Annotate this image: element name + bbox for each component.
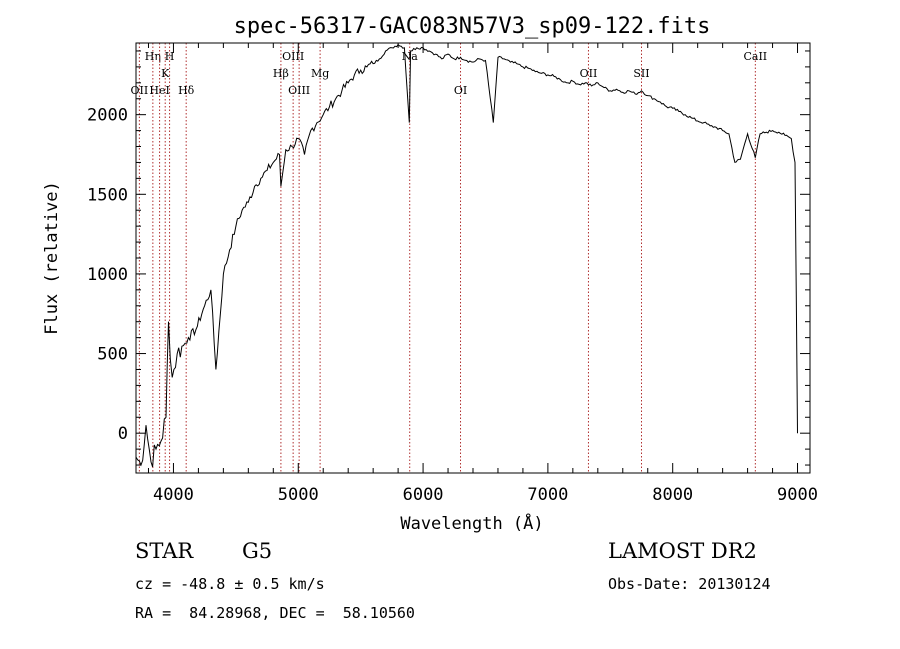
x-tick-label: 7000 — [527, 485, 568, 505]
object-class: STAR — [135, 539, 194, 563]
sky-coordinates: RA = 84.28968, DEC = 58.10560 — [135, 604, 415, 622]
y-tick-label: 1500 — [87, 185, 128, 205]
spectrum-series-line — [135, 43, 798, 468]
spectral-line-label: OIII — [282, 50, 304, 63]
x-tick-label: 9000 — [777, 485, 818, 505]
spectral-line-label: CaII — [743, 50, 767, 63]
spectral-line-label: OII — [580, 67, 598, 80]
object-subclass: G5 — [242, 539, 273, 563]
y-axis-label: Flux (relative) — [42, 181, 62, 335]
spectral-line-label: OII — [131, 84, 149, 97]
x-axis-label: Wavelength (Å) — [400, 512, 543, 534]
y-tick-label: 2000 — [87, 106, 128, 126]
x-tick-label: 6000 — [403, 485, 444, 505]
x-tick-label: 4000 — [153, 485, 194, 505]
spectral-line-label: HeI — [149, 84, 169, 97]
spectral-line-label: Na — [402, 50, 419, 63]
axis-ticks: 4000 5000 6000 7000 8000 9000 0 500 1000 1500 2000 — [87, 43, 818, 505]
spectral-line-label: OIII — [288, 84, 310, 97]
spectral-line-label: Mg — [311, 67, 329, 80]
spectral-line-label: Hβ — [273, 67, 289, 80]
x-tick-label: 5000 — [278, 485, 319, 505]
y-tick-label: 0 — [118, 424, 128, 444]
y-tick-label: 500 — [97, 345, 128, 365]
observation-date: Obs-Date: 20130124 — [608, 575, 771, 593]
redshift-velocity: cz = -48.8 ± 0.5 km/s — [135, 575, 325, 593]
y-tick-label: 1000 — [87, 265, 128, 285]
x-tick-label: 8000 — [652, 485, 693, 505]
chart-title: spec-56317-GAC083N57V3_sp09-122.fits — [234, 14, 711, 39]
spectral-line-label: Hδ — [178, 84, 195, 97]
spectral-line-label: OI — [454, 84, 467, 97]
spectral-line-label: K — [161, 67, 170, 80]
survey-name: LAMOST DR2 — [608, 539, 757, 563]
spectral-line-label: SII — [633, 67, 649, 80]
spectral-line-label: Hη — [145, 50, 161, 63]
spectral-line-label: H — [165, 50, 175, 63]
plot-frame — [135, 42, 811, 474]
